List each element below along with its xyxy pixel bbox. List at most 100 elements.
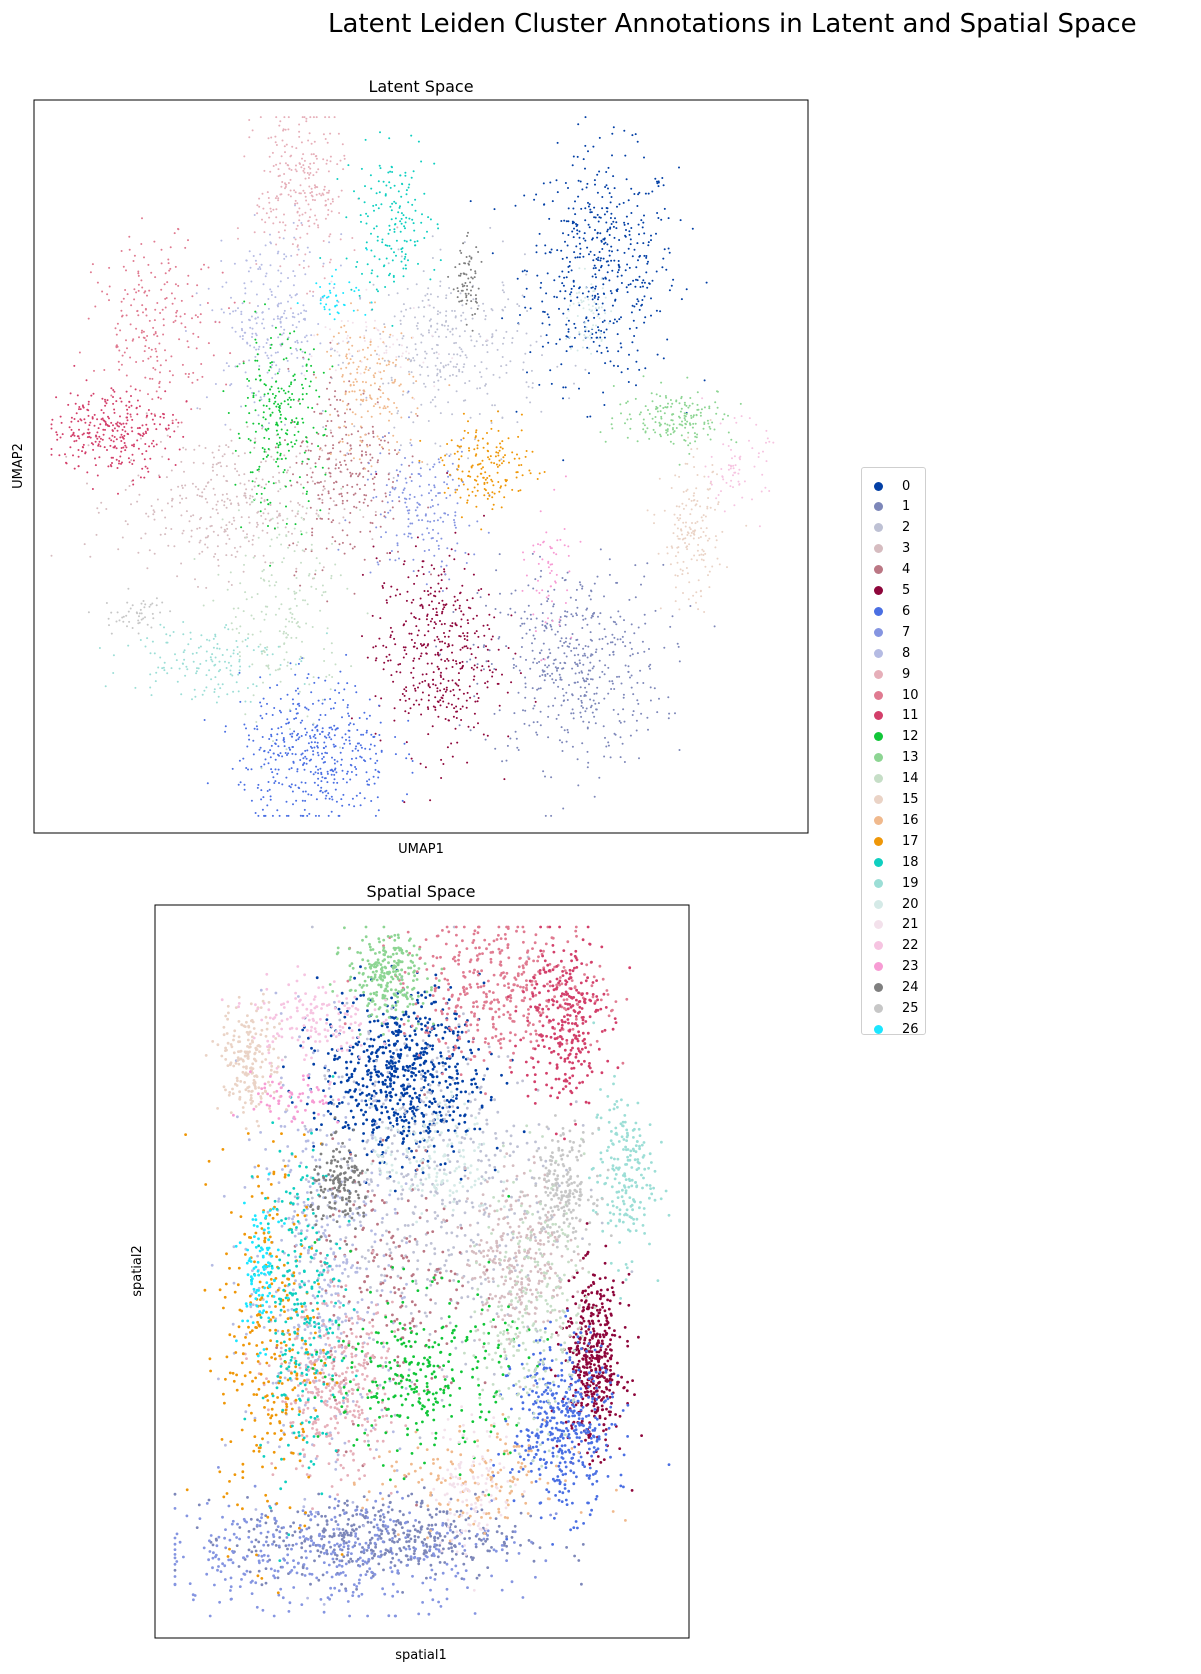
cluster-6-point	[321, 757, 324, 760]
cluster-1-point	[571, 694, 574, 697]
cluster-6-point	[305, 731, 308, 734]
cluster-1-point	[544, 814, 547, 817]
cluster-8-point	[302, 259, 305, 262]
cluster-14-point	[239, 625, 242, 628]
cluster-9-point	[312, 116, 315, 119]
cluster-13-point	[626, 436, 629, 439]
cluster-1-point	[589, 654, 592, 657]
cluster-7-point	[396, 479, 398, 482]
cluster-10-point	[135, 327, 138, 330]
cluster-5-points	[350, 472, 537, 804]
cluster-5-point	[449, 690, 452, 693]
cluster-6-point	[294, 784, 297, 787]
cluster-3-point	[226, 534, 229, 537]
cluster-15-point	[688, 543, 691, 546]
cluster-3-point	[221, 493, 224, 496]
cluster-5-point	[402, 624, 405, 627]
cluster-0-point	[703, 379, 706, 382]
cluster-1-point	[499, 592, 501, 595]
cluster-1-point	[632, 710, 635, 713]
cluster-8-point	[234, 330, 237, 333]
cluster-11-point	[50, 427, 53, 430]
cluster-8-point	[248, 250, 251, 253]
cluster-3-point	[242, 570, 245, 573]
cluster-0-point	[648, 282, 651, 285]
cluster-2-point	[397, 355, 400, 358]
cluster-15-point	[685, 490, 688, 492]
cluster-0-point	[587, 290, 590, 293]
cluster-5-point	[436, 687, 439, 690]
cluster-9-point	[298, 214, 301, 217]
cluster-11-point	[93, 424, 96, 427]
cluster-3-point	[212, 469, 214, 472]
cluster-12-point	[238, 437, 241, 440]
cluster-9-point	[243, 155, 246, 158]
cluster-14-point	[275, 581, 278, 584]
cluster-6-point	[337, 814, 340, 817]
cluster-6-point	[316, 745, 319, 748]
cluster-6-point	[243, 723, 246, 726]
cluster-12-point	[308, 385, 311, 388]
cluster-9-point	[300, 166, 303, 169]
cluster-7-point	[413, 496, 416, 498]
cluster-4-point	[337, 414, 340, 417]
cluster-2-point	[460, 348, 463, 351]
cluster-0-point	[601, 321, 604, 323]
cluster-1-point	[658, 697, 660, 700]
cluster-13-point	[669, 399, 672, 401]
cluster-11-point	[141, 467, 144, 470]
cluster-3-point	[210, 478, 213, 481]
cluster-8-point	[257, 390, 260, 393]
cluster-15-point	[674, 574, 677, 577]
cluster-14-point	[217, 573, 220, 576]
cluster-6-point	[374, 768, 377, 771]
cluster-4-point	[383, 511, 386, 514]
cluster-9-point	[329, 160, 332, 163]
cluster-7-point	[460, 438, 463, 441]
cluster-9-point	[289, 178, 292, 181]
cluster-1-point	[586, 623, 589, 626]
cluster-6-point	[364, 760, 367, 763]
cluster-5-point	[434, 590, 437, 593]
cluster-0-point	[594, 267, 597, 269]
cluster-11-point	[150, 442, 153, 445]
cluster-4-point	[349, 444, 352, 447]
cluster-11-point	[115, 422, 118, 425]
cluster-8-point	[304, 336, 306, 339]
cluster-5-point	[457, 672, 460, 675]
cluster-15-point	[692, 594, 695, 597]
cluster-0-point	[551, 200, 554, 203]
cluster-0-point	[535, 251, 538, 254]
cluster-7-point	[379, 513, 382, 516]
cluster-9-point	[289, 195, 292, 198]
cluster-0-point	[636, 140, 639, 143]
cluster-5-point	[467, 725, 470, 728]
cluster-12-point	[264, 303, 266, 306]
cluster-8-point	[285, 255, 288, 258]
cluster-9-point	[283, 173, 286, 175]
cluster-12-point	[263, 487, 266, 490]
cluster-0-point	[594, 216, 597, 219]
cluster-12-point	[296, 423, 299, 425]
cluster-6-point	[323, 741, 326, 744]
cluster-12-point	[301, 417, 304, 420]
cluster-5-point	[406, 590, 409, 593]
cluster-0-point	[599, 259, 602, 262]
cluster-0-point	[595, 331, 598, 334]
cluster-10-point	[160, 288, 163, 291]
cluster-0-point	[574, 256, 577, 259]
cluster-11-point	[77, 465, 80, 468]
cluster-4-point	[349, 543, 352, 546]
cluster-1-point	[476, 663, 479, 666]
cluster-0-point	[635, 303, 638, 305]
cluster-6-point	[246, 745, 249, 748]
cluster-1-point	[579, 711, 582, 714]
cluster-11-point	[148, 445, 151, 448]
cluster-0-point	[610, 196, 613, 198]
cluster-10-point	[165, 297, 168, 299]
cluster-6-point	[310, 691, 313, 694]
cluster-15-point	[682, 507, 685, 510]
cluster-0-point	[609, 360, 612, 363]
cluster-14-point	[278, 667, 281, 670]
cluster-0-point	[567, 265, 570, 268]
